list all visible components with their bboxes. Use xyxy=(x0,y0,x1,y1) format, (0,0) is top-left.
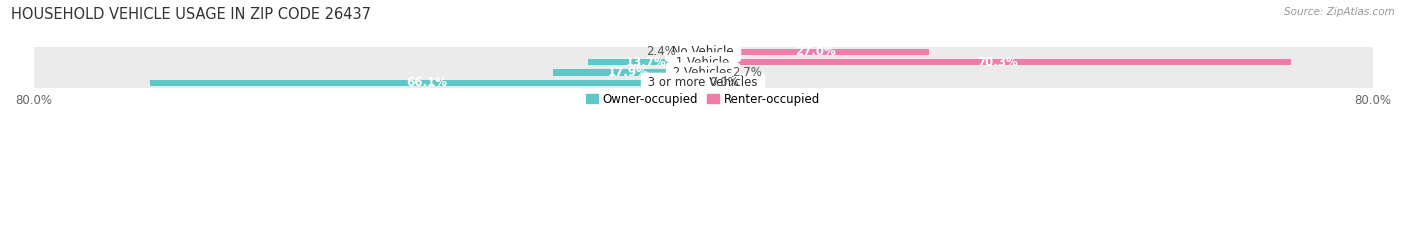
Text: 70.3%: 70.3% xyxy=(977,56,1018,69)
Text: 66.1%: 66.1% xyxy=(406,76,447,89)
Text: 3 or more Vehicles: 3 or more Vehicles xyxy=(644,76,762,89)
Bar xyxy=(34,67,1372,78)
Bar xyxy=(553,69,703,76)
Bar xyxy=(703,69,725,76)
Text: 17.9%: 17.9% xyxy=(607,66,648,79)
Text: 0.0%: 0.0% xyxy=(710,76,740,89)
Text: 27.0%: 27.0% xyxy=(796,45,837,58)
Text: 1 Vehicle: 1 Vehicle xyxy=(672,56,734,69)
Bar xyxy=(150,79,703,86)
Text: 2.4%: 2.4% xyxy=(647,45,676,58)
Text: 2 Vehicles: 2 Vehicles xyxy=(669,66,737,79)
Text: 13.7%: 13.7% xyxy=(626,56,666,69)
Bar xyxy=(588,59,703,65)
Bar xyxy=(703,49,929,55)
Text: Source: ZipAtlas.com: Source: ZipAtlas.com xyxy=(1284,7,1395,17)
Bar xyxy=(703,59,1291,65)
Bar xyxy=(34,78,1372,88)
Bar xyxy=(34,47,1372,57)
Legend: Owner-occupied, Renter-occupied: Owner-occupied, Renter-occupied xyxy=(581,88,825,111)
Bar xyxy=(683,49,703,55)
Text: No Vehicle: No Vehicle xyxy=(668,45,738,58)
Text: HOUSEHOLD VEHICLE USAGE IN ZIP CODE 26437: HOUSEHOLD VEHICLE USAGE IN ZIP CODE 2643… xyxy=(11,7,371,22)
Bar xyxy=(34,57,1372,67)
Text: 2.7%: 2.7% xyxy=(733,66,762,79)
